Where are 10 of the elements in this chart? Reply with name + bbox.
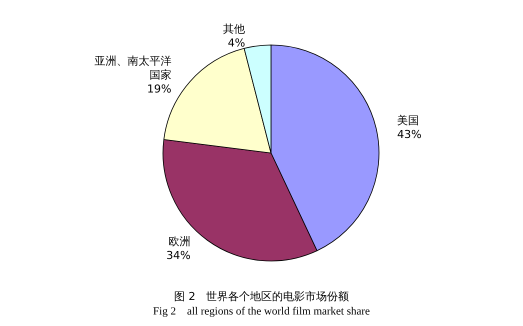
slice-label: 美国	[397, 114, 420, 127]
data-label: 34%	[166, 248, 191, 262]
slice-label: 亚洲、南太平洋国家	[94, 54, 172, 82]
slice-label: 欧洲	[168, 234, 191, 248]
data-label: 19%	[147, 82, 172, 96]
text: 图 2 世界各个地区的电影市场份额	[174, 290, 349, 303]
slice-label: 其他	[223, 22, 246, 36]
data-label: 43%	[397, 128, 422, 141]
text: Fig 2 all regions of the world film market share	[153, 306, 370, 318]
data-label: 4%	[228, 36, 246, 50]
